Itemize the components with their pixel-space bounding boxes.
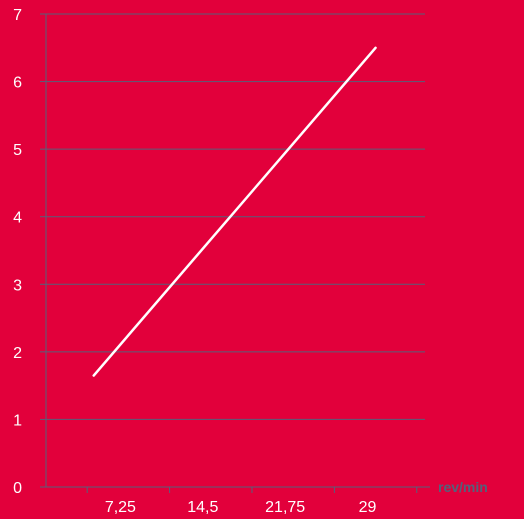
y-tick-label: 1 xyxy=(13,412,22,429)
x-tick-label: 14,5 xyxy=(187,499,218,516)
y-axis-tick-labels: 0 1 2 3 4 5 6 7 xyxy=(13,7,22,497)
x-tick-label: 7,25 xyxy=(105,499,136,516)
y-tick-label: 2 xyxy=(13,345,22,362)
x-tick-label: 29 xyxy=(359,499,377,516)
y-tick-label: 7 xyxy=(13,7,22,24)
x-axis-title: rev/min xyxy=(438,479,488,495)
y-tick-label: 3 xyxy=(13,277,22,294)
data-series xyxy=(92,46,377,377)
axes xyxy=(40,13,430,493)
grid-lines xyxy=(46,13,425,420)
x-axis-tick-labels: 7,25 14,5 21,75 29 xyxy=(105,499,377,516)
y-tick-label: 4 xyxy=(13,210,22,227)
y-tick-label: 0 xyxy=(13,480,22,497)
y-tick-label: 6 xyxy=(13,75,22,92)
y-tick-label: 5 xyxy=(13,142,22,159)
x-tick-label: 21,75 xyxy=(265,499,305,516)
series-line xyxy=(92,46,377,377)
